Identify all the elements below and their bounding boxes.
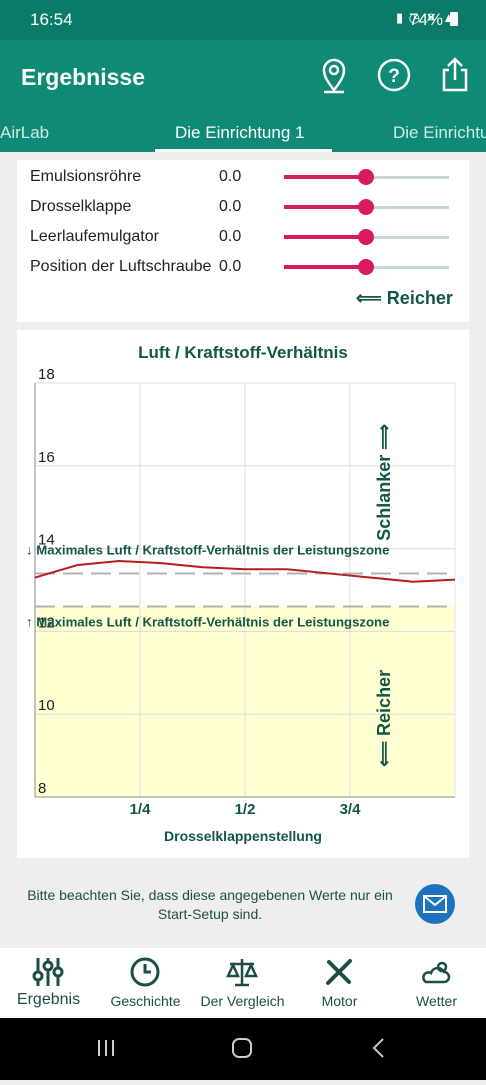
reference-label: ↑ Maximales Luft / Kraftstoff-Verhältnis… bbox=[26, 615, 389, 630]
setting-label: Leerlaufemulgator bbox=[30, 228, 159, 245]
slider-fill bbox=[284, 205, 366, 209]
nav-icon bbox=[226, 959, 258, 987]
slider-knob[interactable] bbox=[358, 229, 374, 245]
tab-active[interactable]: Die Einrichtung 1 bbox=[175, 123, 305, 142]
nav-label: Wetter bbox=[416, 993, 457, 1009]
slider-knob[interactable] bbox=[358, 199, 374, 215]
system-nav-icons bbox=[98, 1038, 384, 1058]
mail-button[interactable] bbox=[414, 883, 456, 925]
note: Bitte beachten Sie, dass diese angegeben… bbox=[27, 887, 393, 922]
chart: Luft / Kraftstoff-Verhältnis Drosselklap… bbox=[26, 343, 456, 844]
y-tick-label: 12 bbox=[38, 614, 55, 631]
y-tick-label: 18 bbox=[38, 366, 55, 383]
slider-fill bbox=[284, 175, 366, 179]
nav-label: Der Vergleich bbox=[200, 993, 285, 1009]
nav-label: Motor bbox=[321, 993, 358, 1009]
app-title: Ergebnisse bbox=[21, 64, 145, 90]
nav-icon bbox=[326, 959, 352, 985]
annotation: ⟸ Reicher bbox=[374, 670, 394, 767]
direction-label: ⟸ Reicher bbox=[356, 288, 453, 308]
nav-item[interactable]: Ergebnis bbox=[0, 948, 97, 1018]
slider-knob[interactable] bbox=[358, 259, 374, 275]
setting-label: Emulsionsröhre bbox=[30, 168, 142, 185]
app-bar: Ergebnisse ? bbox=[0, 40, 486, 112]
x-tick-label: 1/2 bbox=[235, 801, 256, 818]
x-tick-label: 1/4 bbox=[130, 801, 152, 818]
y-tick-label: 14 bbox=[38, 532, 55, 549]
time: 16:54 bbox=[30, 10, 73, 29]
bottom-nav: Ergebnis Geschichte Der Vergleich Motor Wett… bbox=[0, 948, 486, 1018]
setting-value: 0.0 bbox=[219, 198, 242, 215]
nav-item[interactable]: Wetter bbox=[388, 948, 485, 1018]
nav-label: Geschichte bbox=[110, 993, 181, 1009]
settings-card bbox=[17, 160, 469, 322]
setting-value: 0.0 bbox=[219, 258, 242, 275]
reference-label: ↓ Maximales Luft / Kraftstoff-Verhältnis… bbox=[26, 542, 389, 557]
chart-title: Luft / Kraftstoff-Verhältnis bbox=[138, 343, 348, 362]
nav-icon bbox=[32, 958, 64, 986]
status-bar: 16:54 ▮ ◷ ✕ ▲ 74% bbox=[0, 0, 486, 40]
annotation: Schlanker ⟹ bbox=[374, 424, 394, 541]
setting-value: 0.0 bbox=[219, 228, 242, 245]
y-tick-label: 8 bbox=[38, 780, 46, 797]
tab-indicator bbox=[155, 149, 332, 152]
slider-fill bbox=[284, 265, 366, 269]
setting-label: Position der Luftschraube bbox=[30, 258, 212, 275]
location-button[interactable] bbox=[318, 56, 350, 96]
tab[interactable]: AirLab bbox=[0, 123, 50, 142]
y-tick-label: 16 bbox=[38, 449, 55, 466]
share-button[interactable] bbox=[440, 56, 470, 94]
data-line bbox=[34, 560, 456, 583]
setting-value: 0.0 bbox=[219, 168, 242, 185]
status-icons: ▮ ◷ ✕ ▲ bbox=[396, 10, 457, 25]
nav-item[interactable]: Geschichte bbox=[97, 948, 194, 1018]
battery: 74% bbox=[409, 10, 444, 29]
tab[interactable]: Die Einrichtu bbox=[393, 123, 486, 142]
setting-label: Drosselklappe bbox=[30, 198, 132, 215]
system-nav bbox=[0, 1018, 486, 1080]
x-axis-label: Drosselklappenstellung bbox=[164, 828, 322, 844]
x-tick-label: 3/4 bbox=[340, 801, 362, 818]
nav-icon bbox=[130, 957, 160, 987]
nav-icon bbox=[422, 961, 451, 984]
y-tick-label: 10 bbox=[38, 697, 55, 714]
battery-icon bbox=[450, 12, 458, 26]
slider-fill bbox=[284, 235, 366, 239]
nav-item[interactable]: Der Vergleich bbox=[194, 948, 291, 1018]
nav-item[interactable]: Motor bbox=[291, 948, 388, 1018]
svg-text:?: ? bbox=[388, 66, 400, 87]
tab-bar: AirLab Die Einrichtung 1 Die Einrichtu bbox=[0, 112, 486, 152]
help-button[interactable]: ? bbox=[377, 58, 411, 92]
nav-label: Ergebnis bbox=[16, 991, 81, 1008]
slider-knob[interactable] bbox=[358, 169, 374, 185]
